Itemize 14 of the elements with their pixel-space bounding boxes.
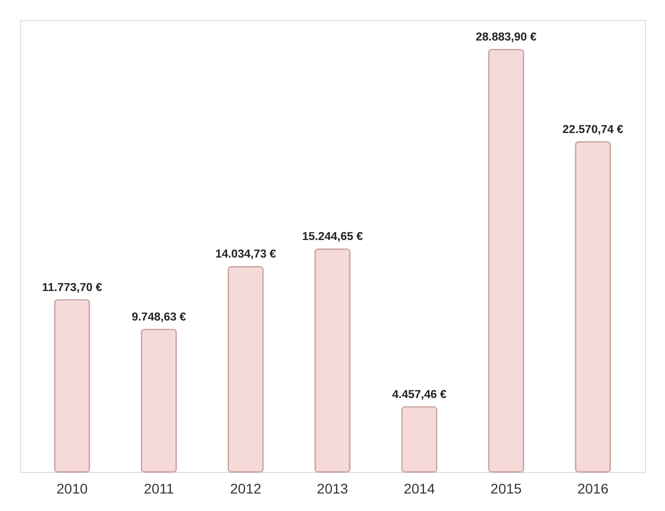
- x-tick-label: 2012: [230, 480, 262, 496]
- data-label: 22.570,74 €: [562, 124, 624, 136]
- data-label: 15.244,65 €: [302, 231, 364, 244]
- x-tick-label: 2013: [316, 480, 348, 496]
- data-label: 28.883,90 €: [476, 32, 538, 44]
- x-tick-label: 2016: [577, 480, 609, 496]
- data-label: 11.773,70 €: [42, 282, 103, 294]
- x-tick-label: 2010: [56, 480, 88, 496]
- x-tick-label: 2015: [490, 480, 522, 496]
- data-label: 4.457,46 €: [392, 388, 448, 401]
- data-label: 14.034,73 €: [215, 248, 277, 261]
- x-tick-label: 2014: [404, 480, 436, 496]
- x-tick-label: 2011: [144, 480, 174, 496]
- data-label: 9.748,63 €: [132, 311, 187, 324]
